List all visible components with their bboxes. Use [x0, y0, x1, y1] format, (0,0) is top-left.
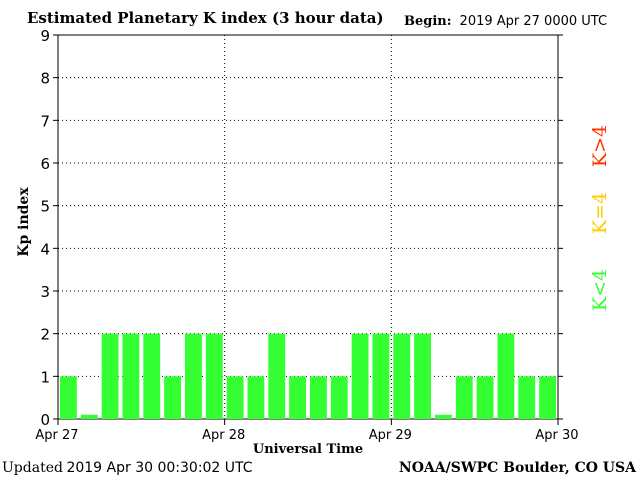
- kp-bar: [226, 376, 244, 419]
- y-axis-label: Kp index: [16, 187, 32, 257]
- x-axis-label: Universal Time: [253, 442, 363, 457]
- credit-text: NOAA/SWPC Boulder, CO USA: [398, 460, 636, 476]
- kp-bar: [185, 333, 202, 419]
- plot-frame: [57, 34, 559, 420]
- kp-bar: [372, 333, 390, 419]
- kp-bar: [143, 333, 161, 419]
- kp-bar: [393, 333, 411, 419]
- kp-bar: [60, 376, 77, 419]
- y-tick-label: 5: [40, 198, 50, 216]
- kp-bar: [518, 376, 536, 419]
- kp-bar: [476, 376, 494, 419]
- legend-item: K<4: [589, 269, 611, 311]
- y-tick-label: 8: [40, 70, 50, 88]
- y-tick-label: 1: [40, 368, 50, 386]
- y-tick-label: 0: [40, 411, 50, 429]
- kp-bar: [539, 376, 556, 419]
- legend-item: K=4: [589, 192, 611, 234]
- legend-item: K>4: [589, 125, 611, 167]
- updated-info: Updated 2019 Apr 30 00:30:02 UTC: [2, 460, 253, 477]
- kp-bar: [101, 333, 119, 419]
- y-tick-label: 3: [40, 283, 50, 301]
- kp-bar: [435, 414, 452, 419]
- kp-bar: [247, 376, 265, 419]
- kp-bar: [268, 333, 286, 419]
- x-tick-label: Apr 27: [35, 428, 78, 443]
- y-tick-label: 4: [40, 240, 50, 258]
- y-tick-label: 7: [40, 112, 50, 130]
- kp-bar: [497, 333, 515, 419]
- kp-bar: [310, 376, 327, 419]
- begin-label: Begin:: [404, 14, 452, 29]
- kp-bar: [205, 333, 223, 419]
- kp-bar: [80, 414, 98, 419]
- kp-bar: [289, 376, 306, 419]
- x-tick-label: Apr 29: [369, 428, 412, 443]
- chart-title: Estimated Planetary K index (3 hour data…: [27, 9, 384, 27]
- kp-bar: [351, 333, 369, 419]
- begin-info: Begin: 2019 Apr 27 0000 UTC: [404, 14, 607, 29]
- x-tick-label: Apr 28: [202, 428, 245, 443]
- kp-bar: [164, 376, 181, 419]
- kp-bar: [414, 333, 431, 419]
- kp-bar: [330, 376, 348, 419]
- y-tick-label: 6: [40, 155, 50, 173]
- kp-bar: [122, 333, 140, 419]
- updated-label: Updated: [2, 460, 63, 476]
- begin-value: 2019 Apr 27 0000 UTC: [459, 14, 608, 29]
- kp-bar: [455, 376, 473, 419]
- y-tick-label: 9: [40, 27, 50, 45]
- x-tick-label: Apr 30: [535, 428, 578, 443]
- y-tick-label: 2: [40, 326, 50, 344]
- updated-value: 2019 Apr 30 00:30:02 UTC: [66, 460, 253, 476]
